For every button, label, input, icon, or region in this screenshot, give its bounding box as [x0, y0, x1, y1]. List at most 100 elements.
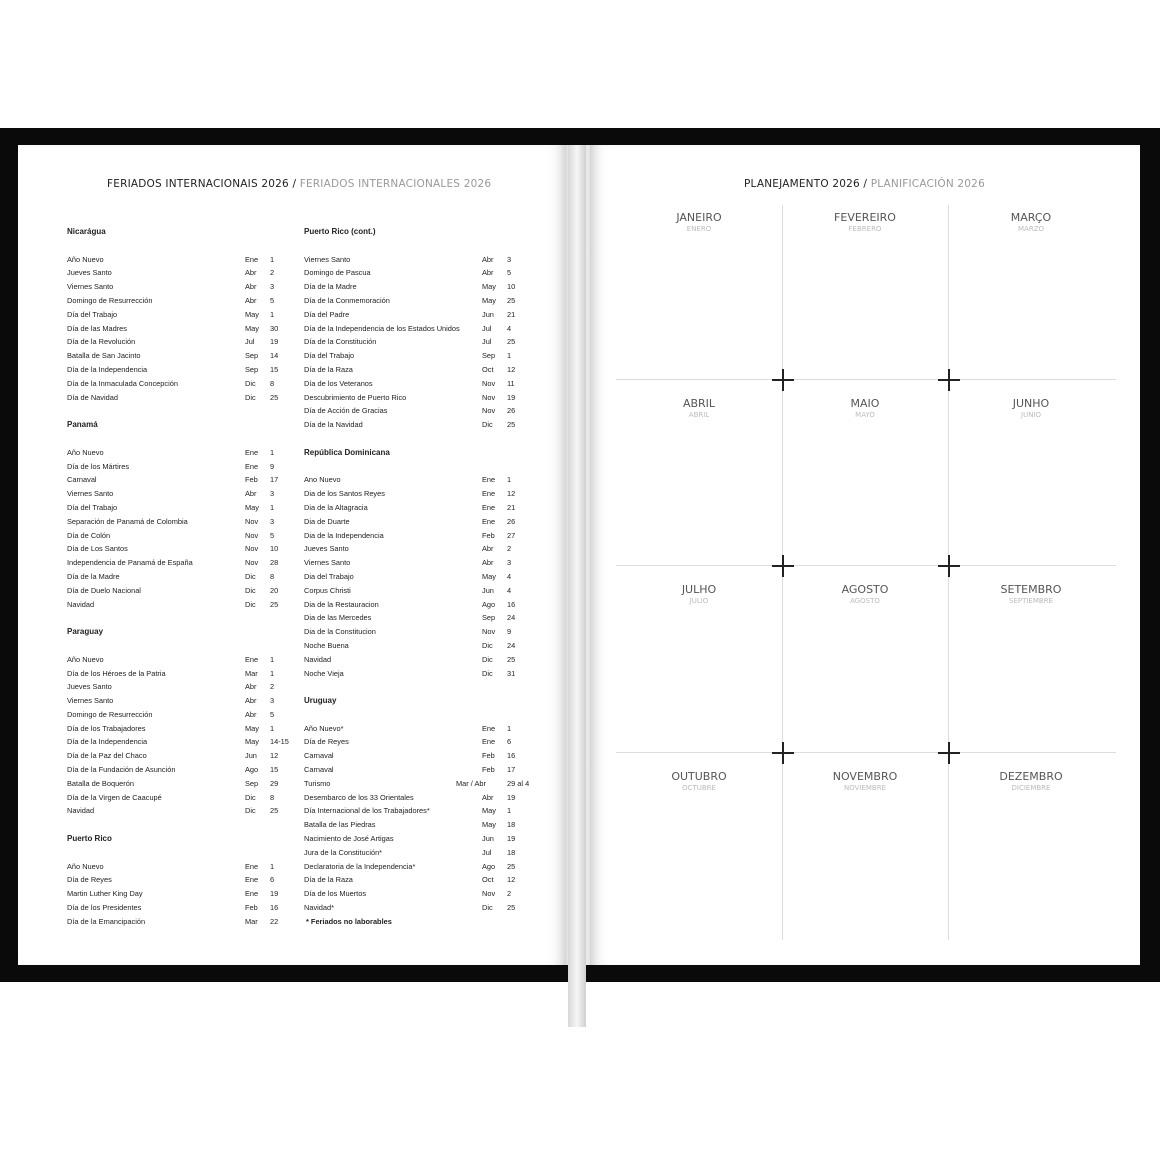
holidays-title: FERIADOS INTERNACIONAIS 2026 / FERIADOS … [107, 178, 492, 190]
holiday-day: 10 [270, 544, 279, 554]
holiday-month: Sep [245, 351, 259, 361]
holiday-row: Batalla de las Piedras May 18 [304, 818, 529, 832]
month-cell: JUNHO JUNIO [948, 397, 1114, 419]
holiday-name: Dia de la Altagracia [304, 502, 368, 512]
holiday-name: Declaratoria de la Independencia* [304, 861, 416, 871]
title-es: PLANIFICACIÓN 2026 [870, 178, 985, 190]
holiday-day: 19 [507, 834, 516, 844]
holiday-day: 5 [270, 295, 275, 305]
holiday-name: Día de la Virgen de Caacupé [67, 792, 162, 802]
month-name-pt: DEZEMBRO [999, 770, 1063, 783]
holiday-name: Día de la Navidad [304, 420, 363, 430]
holiday-month: Nov [245, 530, 259, 540]
holiday-day: 9 [507, 627, 512, 637]
cross-mark-icon [938, 555, 960, 577]
month-name-es: DICIEMBRE [1011, 784, 1051, 792]
holiday-row: Jura de la Constitución* Jul 18 [304, 846, 529, 860]
holiday-name: Domingo de Pascua [304, 268, 371, 278]
holiday-row: Viernes Santo Abr 3 [67, 487, 292, 501]
month-name-pt: SETEMBRO [1000, 583, 1062, 596]
holiday-row: Día de Reyes Ene 6 [304, 735, 529, 749]
spacer [67, 611, 292, 625]
holiday-row: Separación de Panamá de Colombia Nov 3 [67, 515, 292, 529]
ribbon-bookmark [568, 145, 586, 1027]
holiday-day: 17 [270, 475, 279, 485]
holiday-row: Día de los Veteranos Nov 11 [304, 377, 529, 391]
holiday-month: Ene [245, 447, 259, 457]
holiday-name: Viernes Santo [67, 282, 114, 292]
holiday-row: Año Nuevo Ene 1 [67, 253, 292, 267]
holiday-month: Jul [245, 337, 255, 347]
holiday-day: 3 [270, 516, 275, 526]
holiday-month: May [245, 309, 259, 319]
month-name-es: ABRIL [688, 411, 710, 419]
month-cell: FEVEREIRO FEBRERO [782, 211, 948, 233]
holiday-name: Día de Los Santos [67, 544, 128, 554]
holiday-month: Jul [482, 337, 492, 347]
holiday-day: 24 [507, 640, 516, 650]
holiday-day: 3 [270, 696, 275, 706]
month-name-es: NOVIEMBRE [843, 784, 887, 792]
holiday-name: Día de los Veteranos [304, 378, 373, 388]
holiday-month: Nov [245, 558, 259, 568]
holiday-month: Jun [482, 834, 494, 844]
holiday-name: Día Internacional de los Trabajadores* [304, 806, 430, 816]
holiday-day: 8 [270, 792, 275, 802]
holiday-row: Día del Trabajo Sep 1 [304, 349, 529, 363]
holiday-month: Abr [245, 295, 257, 305]
holiday-month: May [482, 806, 496, 816]
cross-mark-icon [772, 369, 794, 391]
holiday-row: Día de la Emancipación Mar 22 [67, 915, 292, 929]
holiday-row: Día de la Paz del Chaco Jun 12 [67, 749, 292, 763]
holiday-day: 5 [270, 709, 275, 719]
holiday-month: Ene [245, 875, 259, 885]
holiday-day: 26 [507, 406, 516, 416]
cross-mark-icon [938, 742, 960, 764]
holiday-name: Dia de las Mercedes [304, 613, 372, 623]
holiday-name: Jueves Santo [67, 682, 112, 692]
holiday-month: Mar / Abr [456, 778, 486, 788]
holiday-month: Abr [245, 696, 257, 706]
holiday-day: 16 [507, 599, 516, 609]
holiday-month: Ene [245, 461, 259, 471]
holiday-row: Día de la Independencia de los Estados U… [304, 322, 529, 336]
holiday-month: Ene [482, 475, 496, 485]
country-heading: República Dominicana [304, 447, 390, 457]
holiday-row: Descubrimiento de Puerto Rico Nov 19 [304, 391, 529, 405]
country-heading: Nicarágua [67, 227, 106, 236]
holiday-month: Ene [482, 489, 496, 499]
holiday-row: Carnaval Feb 17 [67, 473, 292, 487]
holiday-name: Año Nuevo [67, 254, 104, 264]
holiday-name: Viernes Santo [67, 489, 114, 499]
holiday-day: 19 [270, 337, 279, 347]
holiday-month: Dic [482, 903, 493, 913]
holiday-month: Ene [245, 654, 259, 664]
month-name-pt: FEVEREIRO [834, 211, 896, 224]
holiday-name: Dia de la Restauracion [304, 599, 379, 609]
holiday-row: Noche Buena Dic 24 [304, 639, 529, 653]
holiday-row: Desembarco de los 33 Orientales Abr 19 [304, 791, 529, 805]
holiday-month: Feb [245, 903, 258, 913]
holiday-name: Navidad [67, 806, 95, 816]
month-name-es: FEBRERO [848, 225, 882, 233]
holiday-month: Nov [482, 406, 496, 416]
holiday-day: 1 [270, 502, 275, 512]
month-cell: SETEMBRO SEPTIEMBRE [948, 583, 1114, 605]
holiday-month: Dic [245, 792, 256, 802]
month-cell: MAIO MAYO [782, 397, 948, 419]
holiday-row: Nacimiento de José Artigas Jun 19 [304, 832, 529, 846]
holiday-day: 8 [270, 571, 275, 581]
holiday-name: Descubrimiento de Puerto Rico [304, 392, 407, 402]
holiday-row: Día de la Raza Oct 12 [304, 873, 529, 887]
holiday-name: Dia de Duarte [304, 516, 350, 526]
holiday-day: 1 [270, 309, 275, 319]
month-cell: MARÇO MARZO [948, 211, 1114, 233]
holiday-row: Día de Reyes Ene 6 [67, 873, 292, 887]
holiday-name: Día de Navidad [67, 392, 118, 402]
left-page [18, 145, 568, 965]
spacer [67, 639, 292, 653]
holiday-row: Día de la Independencia May 14-15 [67, 735, 292, 749]
holiday-row: Día de la Independencia Sep 15 [67, 363, 292, 377]
cross-mark-icon [938, 369, 960, 391]
holiday-name: Día de la Inmaculada Concepción [67, 378, 178, 388]
